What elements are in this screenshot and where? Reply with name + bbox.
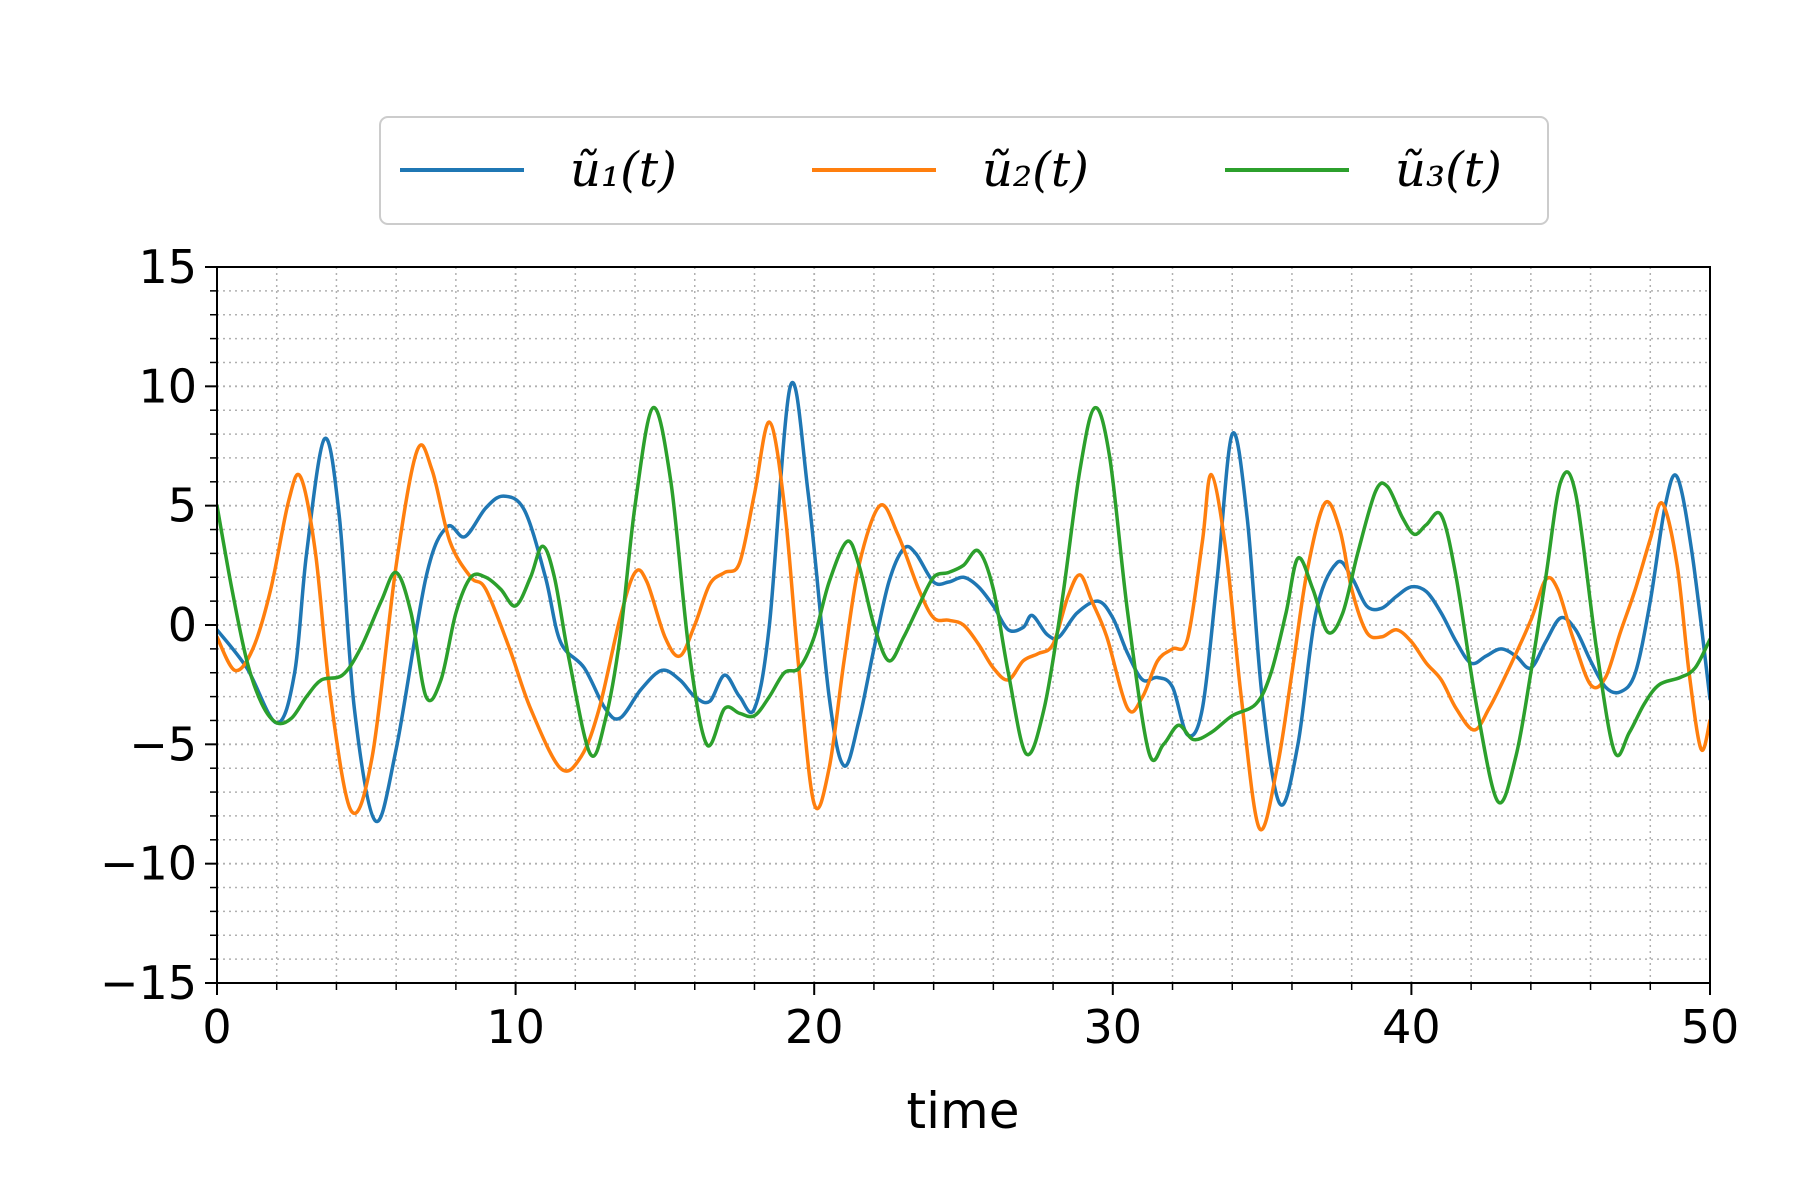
y-tick-label: −5 <box>129 717 197 771</box>
series-line-u3 <box>217 406 1710 805</box>
y-tick-label: 10 <box>138 359 197 413</box>
y-tick-label: 0 <box>168 598 197 652</box>
y-tick-label: 15 <box>138 240 197 294</box>
x-tick-label: 40 <box>1382 1000 1441 1054</box>
series-line-u1 <box>217 381 1710 824</box>
series-line-u2 <box>217 420 1710 832</box>
x-tick-label: 50 <box>1681 1000 1740 1054</box>
x-tick-label: 0 <box>202 1000 231 1054</box>
x-tick-label: 20 <box>785 1000 844 1054</box>
y-tick-label: −15 <box>100 956 197 1010</box>
x-axis-label: time <box>907 1082 1020 1140</box>
y-tick-label: 5 <box>168 479 197 533</box>
y-tick-labels: 15 10 5 0 −5 −10 −15 <box>100 240 197 1010</box>
axis-ticks <box>205 266 1711 995</box>
y-tick-label: −10 <box>100 837 197 891</box>
x-tick-label: 30 <box>1084 1000 1143 1054</box>
x-tick-label: 10 <box>486 1000 545 1054</box>
legend-label-u1: ũ₁(t) <box>570 142 677 198</box>
x-tick-labels: 0 10 20 30 40 50 <box>202 1000 1739 1054</box>
legend: ũ₁(t) ũ₂(t) ũ₃(t) <box>379 116 1549 225</box>
legend-label-u3: ũ₃(t) <box>1395 142 1502 198</box>
legend-box <box>379 116 1549 225</box>
legend-label-u2: ũ₂(t) <box>982 142 1089 198</box>
plot-series <box>217 381 1710 832</box>
